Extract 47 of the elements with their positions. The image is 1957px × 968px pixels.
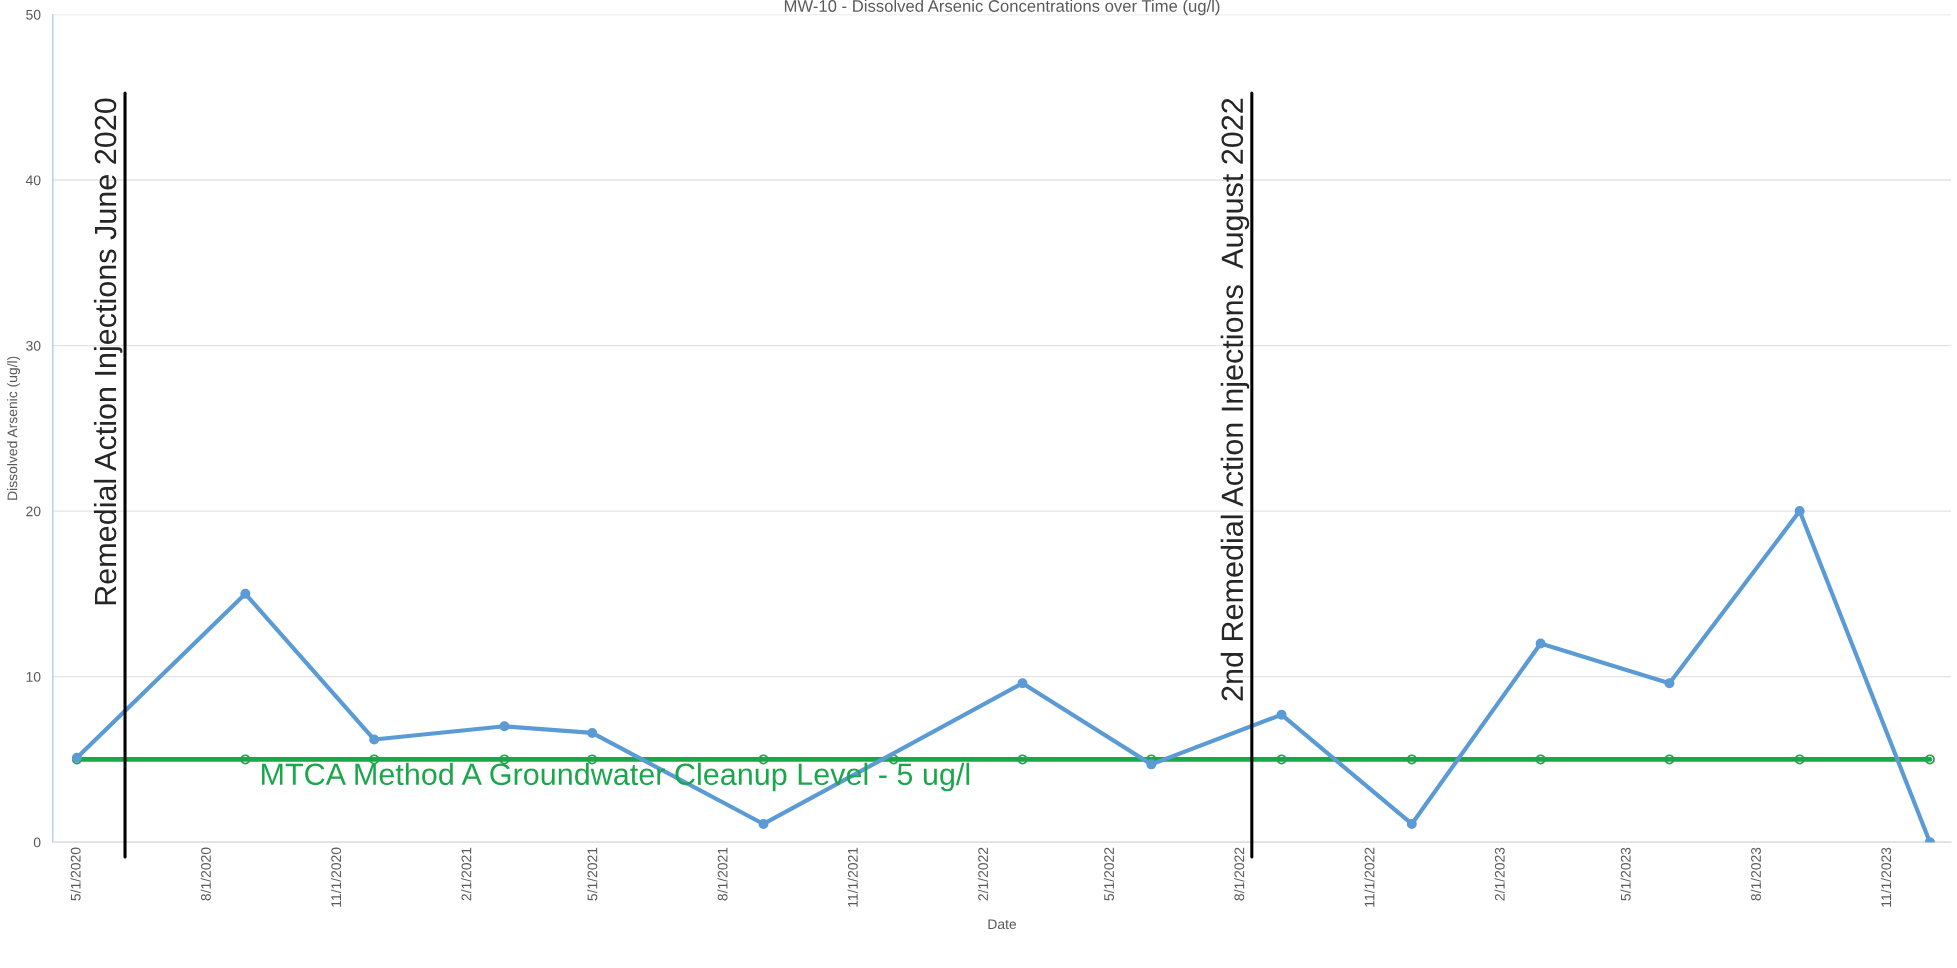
x-tick-label: 5/1/2022 [1103,847,1114,901]
x-tick-label: 11/1/2020 [330,847,342,907]
point [1794,754,1805,765]
y-tick-label: 50 [26,9,41,20]
point [1276,709,1287,720]
x-tick-label: 5/1/2023 [1620,847,1631,901]
point [240,754,251,765]
point [587,727,598,738]
x-axis-title: Date [988,919,1017,930]
point [369,734,380,745]
point [240,588,251,599]
x-tick-label: 11/1/2022 [1364,847,1375,907]
point [1406,754,1417,765]
y-tick-label: 10 [26,671,41,682]
x-tick-label: 5/1/2020 [70,847,81,901]
chart-title: MW-10 - Dissolved Arsenic Concentrations over Time (ug/l) [784,0,1220,16]
x-tick-label: 8/1/2022 [1234,847,1245,901]
x-tick-label: 11/1/2021 [847,847,858,907]
point [1276,754,1287,765]
point [1794,506,1805,517]
y-tick-label: 0 [33,837,41,848]
x-tick-label: 2/1/2023 [1494,847,1505,901]
x-tick-label: 8/1/2021 [717,847,728,901]
point [499,721,510,732]
x-tick-label: 2/1/2021 [461,847,472,901]
x-tick-label: 11/1/2023 [1880,847,1892,907]
y-axis-title: Dissolved Arsenic (ug/l) [7,356,21,500]
point [1535,754,1546,765]
point [1146,759,1157,770]
point [1664,678,1675,689]
point [1535,638,1546,649]
point [1406,818,1417,829]
y-tick-label: 30 [26,340,41,351]
y-tick-label: 20 [26,506,41,517]
x-tick-label: 8/1/2023 [1750,847,1761,901]
point [1017,678,1028,689]
point [1664,754,1675,765]
point [1924,754,1935,765]
ref-line-label: Remedial Action Injections June 2020 [93,98,123,605]
y-tick-label: 40 [25,175,41,186]
point [758,818,769,829]
point [888,754,899,765]
x-tick-label: 5/1/2021 [587,847,598,901]
point [1017,754,1028,765]
x-tick-label: 8/1/2020 [200,847,211,901]
x-tick-label: 2/1/2022 [977,847,989,901]
ref-line-label: 2nd Remedial Action Injections August 2022 [1220,98,1250,701]
